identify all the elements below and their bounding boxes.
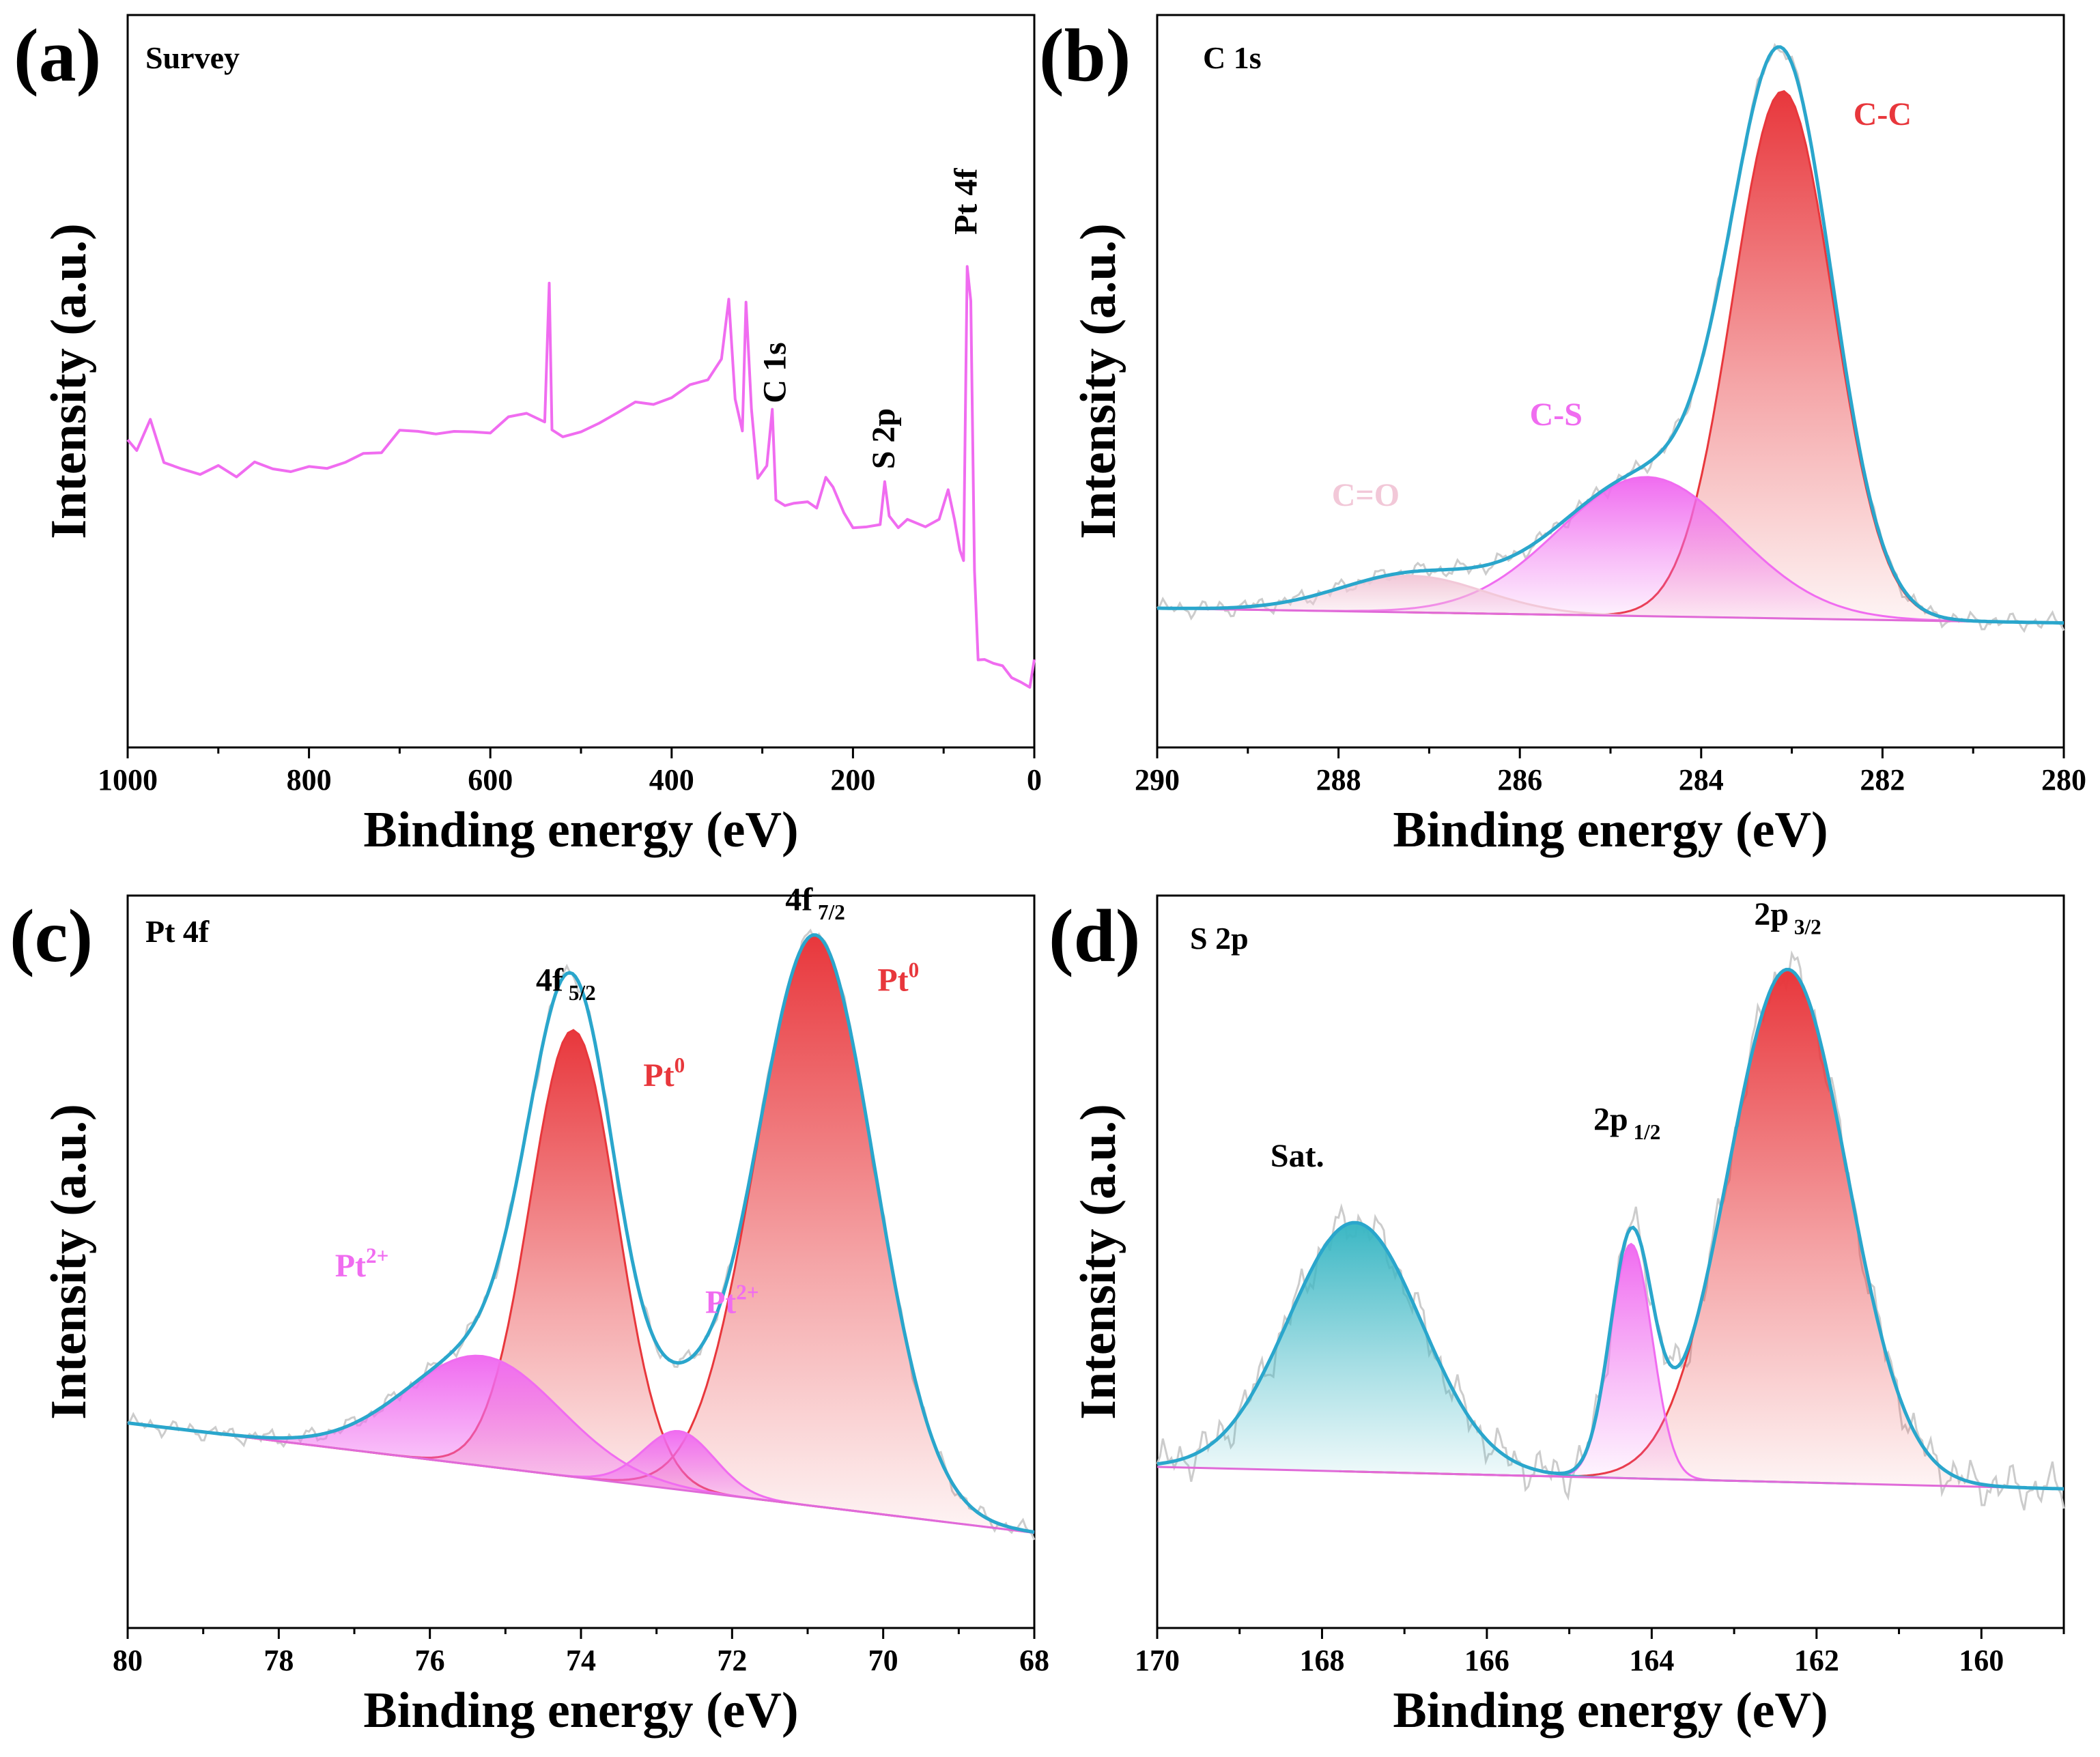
peak-label: Pt0 [643,1053,685,1094]
x-tick-label: 280 [2041,763,2086,797]
peak-label: Pt2+ [335,1244,389,1284]
x-tick-label: 600 [468,763,513,797]
peak-label: Pt0 [877,958,919,998]
x-tick-label: 170 [1135,1644,1180,1677]
panel-title: S 2p [1190,921,1249,956]
x-tick-label: 0 [1027,763,1042,797]
peak-label: Sat. [1271,1138,1324,1174]
x-tick-label: 400 [649,763,694,797]
peak-label: C-C [1854,96,1912,132]
component-fill [413,1431,946,1522]
x-tick-label: 162 [1794,1644,1839,1677]
x-tick-label: 282 [1860,763,1905,797]
component-fill [1157,476,2064,623]
x-axis-label: Binding energy (eV) [1393,1683,1828,1739]
component-fill [367,935,1034,1533]
plot-frame [126,14,1036,749]
panel-d: 170 168 166 164 162 160 Binding energy (eV) Int… [1049,894,2065,1739]
peak-label: Pt2+ [705,1280,759,1320]
peak-label: 4f 7/2 [785,881,845,924]
x-tick-label: 1000 [98,763,158,797]
plot-frame [1156,894,2065,1629]
x-tick-label: 164 [1629,1644,1674,1677]
panel-c: 80 78 76 74 72 70 68 Binding energy (eV) Intensi… [10,881,1049,1739]
x-axis-label: Binding energy (eV) [363,1683,798,1739]
component-fill [1157,1223,1856,1484]
component-fill [246,1030,900,1517]
peak-label: C=O [1332,477,1400,513]
x-tick-label: 68 [1019,1644,1049,1677]
component-fill [1405,91,2064,623]
panel-a: 1000 800 600 400 200 0 Binding energy (eV) Inte… [14,14,1042,858]
peak-label: S 2p [866,408,902,469]
background-line [127,1422,1035,1534]
x-tick-label: 166 [1464,1644,1509,1677]
y-axis-label: Intensity (a.u.) [41,223,97,539]
x-tick-label: 78 [264,1644,294,1677]
x-tick-label: 284 [1679,763,1724,797]
y-axis-label: Intensity (a.u.) [1070,223,1126,539]
x-tick-label: 76 [415,1644,445,1677]
component-fill [1157,575,1963,622]
y-axis-label: Intensity (a.u.) [1070,1104,1126,1420]
peak-label: Pt 4f [948,168,984,235]
envelope-fit-line [1157,967,2064,1491]
x-tick-label: 288 [1316,763,1361,797]
x-tick-label: 160 [1959,1644,2004,1677]
panel-b: 290 288 286 284 282 280 Binding energy (eV) Int… [1039,14,2086,858]
x-tick-label: 200 [830,763,875,797]
peak-label: C-S [1530,397,1583,433]
peak-label: 2p 3/2 [1754,896,1821,939]
survey-line [126,265,1036,689]
panel-title: Pt 4f [145,914,210,949]
x-tick-label: 80 [113,1644,143,1677]
x-tick-label: 72 [717,1644,747,1677]
envelope-fit-line [1157,45,2064,625]
peak-label: 4f 5/2 [536,962,596,1004]
component-fill [1473,1244,1789,1483]
panel-title: C 1s [1203,40,1262,75]
background-line [1157,1466,2064,1490]
panel-label: (b) [1039,14,1131,97]
panel-title: Survey [145,40,240,75]
x-axis-label: Binding energy (eV) [1393,802,1828,858]
peak-label: 2p 1/2 [1593,1101,1660,1143]
x-axis-label: Binding energy (eV) [363,802,798,858]
x-tick-label: 800 [287,763,332,797]
x-tick-label: 286 [1497,763,1542,797]
x-tick-label: 70 [868,1644,898,1677]
x-tick-label: 290 [1135,763,1180,797]
y-axis-label: Intensity (a.u.) [41,1104,97,1420]
component-fill [1339,969,2064,1489]
x-tick-label: 74 [566,1644,596,1677]
panel-label: (c) [10,894,93,977]
component-fill [128,1356,1034,1533]
x-tick-label: 168 [1299,1644,1344,1677]
background-line [1157,607,2064,625]
panel-label: (d) [1049,894,1140,977]
panel-label: (a) [14,14,101,97]
plot-frame [1156,14,2065,749]
peak-label: C 1s [757,342,793,403]
envelope-fit-line [127,933,1035,1534]
